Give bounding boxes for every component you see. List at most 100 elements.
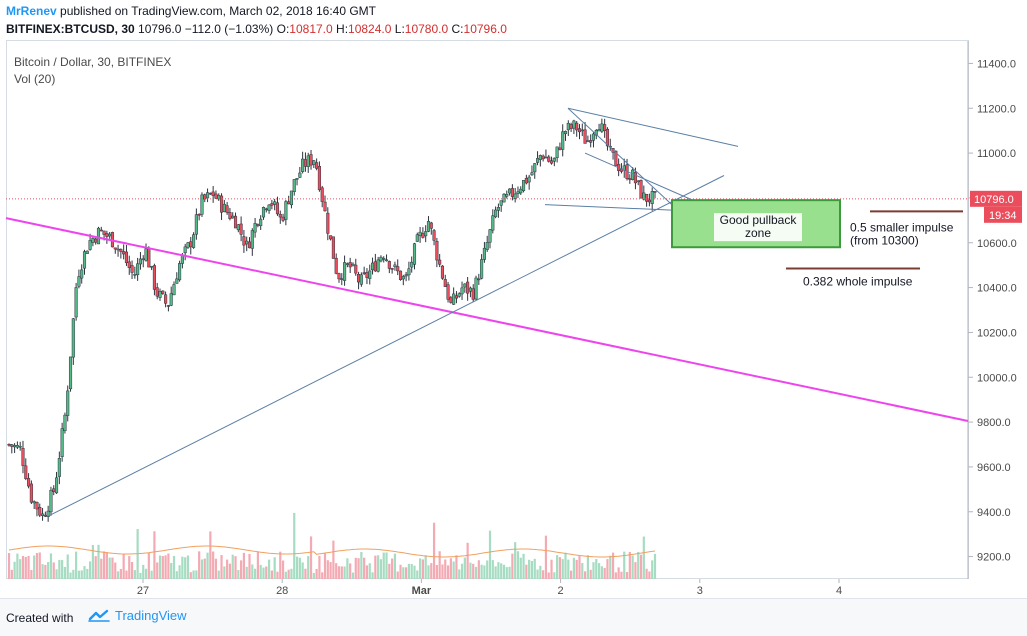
- price-chart[interactable]: 11400.011200.011000.010800.010600.010400…: [0, 0, 1027, 598]
- blue-trendline[interactable]: [567, 107, 685, 217]
- candle-up: [572, 120, 576, 129]
- candle-down: [329, 235, 333, 240]
- candle-up: [488, 229, 492, 243]
- candle-up: [563, 131, 568, 134]
- volume-bar: [309, 536, 313, 579]
- candle-up: [485, 242, 489, 250]
- candle-down: [421, 233, 425, 238]
- candle-up: [530, 172, 534, 176]
- candle-up: [410, 261, 414, 268]
- volume-bar: [583, 571, 587, 579]
- candle-up: [359, 274, 363, 285]
- volume-bar: [248, 553, 251, 579]
- volume-bar: [609, 555, 612, 579]
- volume-bar: [279, 551, 282, 579]
- volume-bar: [58, 559, 61, 579]
- candle-up: [261, 207, 266, 218]
- volume-bar: [642, 536, 645, 579]
- blue-trendline[interactable]: [47, 175, 725, 517]
- candle-down: [357, 274, 361, 283]
- volume-bar: [653, 553, 657, 579]
- candle-up: [66, 390, 70, 416]
- volume-bar: [66, 554, 69, 579]
- chart-legend: Bitcoin / Dollar, 30, BITFINEX Vol (20): [14, 54, 171, 88]
- volume-bar: [301, 562, 304, 579]
- volume-bar: [388, 563, 391, 579]
- candle-down: [334, 257, 338, 274]
- volume-bar: [61, 560, 64, 579]
- low-value: 10780.0: [404, 22, 449, 36]
- volume-bar: [578, 555, 581, 579]
- volume-bar: [214, 558, 218, 579]
- volume-bar: [259, 564, 262, 579]
- candle-down: [323, 201, 327, 212]
- volume-bar: [427, 565, 430, 579]
- volume-bar: [41, 564, 44, 579]
- volume-bar: [460, 563, 464, 579]
- volume-bar: [189, 572, 192, 579]
- volume-bar: [410, 563, 413, 579]
- candle-up: [49, 489, 53, 513]
- volume-bar: [600, 566, 603, 579]
- candle-down: [354, 264, 358, 274]
- author-name[interactable]: MrRenev: [6, 4, 57, 18]
- tradingview-link[interactable]: TradingView: [88, 608, 187, 623]
- volume-bar: [354, 557, 357, 579]
- volume-bar: [158, 555, 162, 579]
- magenta-trendline[interactable]: [5, 217, 969, 422]
- level-0.382-label: 0.382 whole impulse: [803, 275, 913, 289]
- volume-bar: [100, 558, 103, 579]
- volume-bar: [519, 557, 522, 579]
- candle-up: [418, 231, 422, 236]
- blue-trendline[interactable]: [567, 107, 739, 147]
- tradingview-logo-icon: [88, 609, 110, 622]
- volume-bar: [323, 552, 327, 579]
- volume-bar: [368, 563, 371, 579]
- volume-bar: [497, 562, 500, 579]
- candle-up: [77, 276, 81, 287]
- volume-bar: [637, 551, 640, 579]
- volume-bar: [561, 559, 564, 579]
- candle-up: [172, 284, 176, 296]
- candle-down: [639, 180, 643, 199]
- candle-down: [317, 166, 321, 191]
- volume-bar: [281, 560, 285, 579]
- candle-up: [513, 193, 517, 199]
- volume-bar: [150, 570, 153, 579]
- candle-up: [499, 200, 503, 206]
- candle-down: [161, 290, 165, 294]
- volume-bar: [128, 556, 131, 579]
- volume-bar: [270, 570, 273, 579]
- volume-bar: [589, 569, 592, 579]
- volume-bar: [125, 570, 128, 579]
- volume-bar: [603, 567, 606, 579]
- candle-up: [108, 233, 112, 237]
- candle-up: [133, 274, 137, 276]
- volume-bar: [335, 563, 338, 579]
- candle-down: [43, 514, 47, 517]
- candle-up: [169, 293, 173, 306]
- blue-trendline[interactable]: [584, 152, 709, 208]
- volume-bar: [458, 569, 461, 579]
- candle-down: [256, 224, 260, 226]
- volume-bar: [209, 531, 212, 579]
- volume-bar: [312, 572, 315, 579]
- candle-down: [558, 147, 562, 150]
- volume-bar: [7, 552, 11, 579]
- volume-bar: [528, 559, 531, 579]
- candle-up: [516, 191, 520, 195]
- price-change: −112.0 (−1.03%): [184, 22, 274, 36]
- volume-bar: [122, 553, 125, 579]
- candle-down: [152, 265, 156, 290]
- volume-bar: [21, 555, 25, 579]
- candle-down: [189, 241, 193, 248]
- candle-up: [245, 240, 249, 245]
- time-tag-label: 19:34: [989, 210, 1017, 222]
- high-label: H:: [336, 22, 349, 36]
- volume-bar: [488, 530, 492, 579]
- volume-bar: [446, 565, 450, 579]
- candle-up: [298, 172, 302, 178]
- volume-bar: [192, 570, 195, 579]
- candle-up: [519, 188, 523, 194]
- volume-bar: [491, 560, 494, 579]
